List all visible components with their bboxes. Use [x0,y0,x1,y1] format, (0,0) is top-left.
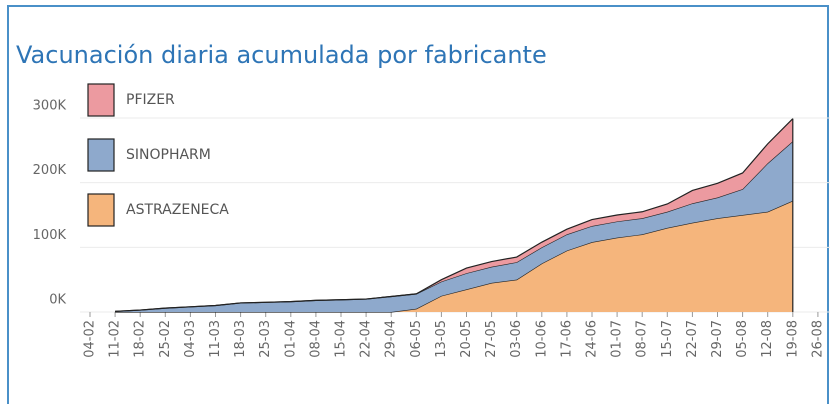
x-tick-label: 19-08 [785,320,800,358]
legend-label: SINOPHARM [126,147,211,163]
x-tick-label: 12-08 [760,320,775,358]
y-tick-label: 0K [49,293,66,308]
legend-label: ASTRAZENECA [126,202,229,218]
x-tick-label: 13-05 [434,320,449,358]
x-tick-label: 20-05 [459,320,474,358]
legend-swatch [87,193,115,227]
x-tick-label: 15-04 [334,320,349,358]
x-tick-label: 08-04 [308,320,323,358]
x-tick-label: 06-05 [409,320,424,358]
area-edge [115,118,794,312]
x-tick-label: 17-06 [559,320,574,358]
y-tick-label: 300K [33,99,67,114]
legend-swatch [87,83,115,117]
x-tick-label: 15-07 [660,320,675,358]
frame [7,5,829,404]
y-tick-label: 200K [33,163,67,178]
x-tick-label: 04-03 [183,320,198,358]
x-tick-label: 11-02 [108,320,123,358]
x-tick-label: 22-07 [685,320,700,358]
x-tick-label: 29-07 [710,320,725,358]
area [115,200,793,312]
x-tick-label: 01-07 [610,320,625,358]
x-tick-label: 25-03 [258,320,273,358]
x-tick-label: 01-04 [283,320,298,358]
x-tick-label: 11-03 [208,320,223,358]
y-tick-label: 100K [33,228,67,243]
x-tick-label: 29-04 [384,320,399,358]
x-tick-label: 10-06 [534,320,549,358]
x-tick-label: 25-02 [158,320,173,358]
x-tick-label: 18-02 [133,320,148,358]
x-tick-label: 05-08 [735,320,750,358]
x-tick-label: 03-06 [509,320,524,358]
chart-title: Vacunación diaria acumulada por fabrican… [16,41,547,69]
x-tick-label: 18-03 [233,320,248,358]
x-tick-label: 27-05 [484,320,499,358]
x-tick-label: 22-04 [359,320,374,358]
x-tick-label: 04-02 [83,320,98,358]
legend-swatch [87,138,115,172]
x-tick-label: 08-07 [635,320,650,358]
x-tick-label: 24-06 [585,320,600,358]
x-tick-label: 26-08 [810,320,825,358]
legend-label: PFIZER [126,92,175,108]
